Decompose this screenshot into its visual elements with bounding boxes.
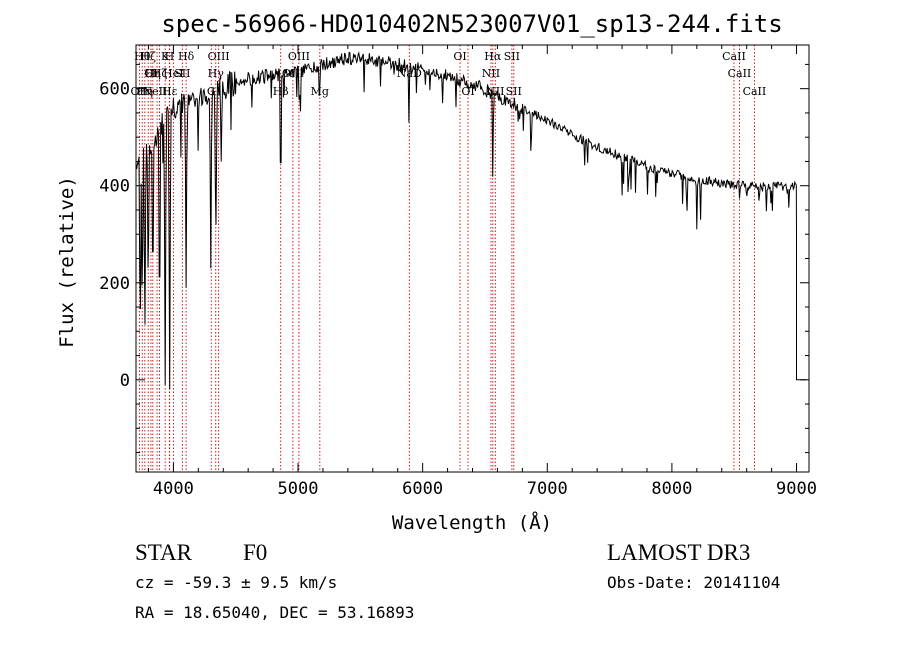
x-tick-label: 7000	[527, 479, 568, 499]
line-marker-label: SII	[174, 67, 190, 80]
line-marker-label: Hε	[162, 85, 178, 98]
object-subclass: F0	[243, 540, 267, 565]
line-marker-label: Hβ	[273, 85, 289, 98]
x-tick-label: 9000	[776, 479, 817, 499]
y-axis-label: Flux (relative)	[56, 176, 78, 348]
line-marker-label: Hθ	[134, 50, 151, 63]
obs-date: Obs-Date: 20141104	[607, 573, 780, 592]
line-marker-label: NII	[482, 67, 500, 80]
line-marker-label: SII	[504, 50, 520, 63]
line-marker-label: Hζ	[140, 50, 156, 63]
line-marker-label: G	[207, 85, 216, 98]
plot-frame	[135, 44, 810, 473]
x-axis-label: Wavelength (Å)	[392, 511, 552, 534]
line-marker-label: NeIII	[142, 85, 171, 98]
line-marker-label: H	[165, 50, 175, 63]
x-axis-ticks: 4000 5000 6000 7000 8000 9000	[147, 45, 817, 499]
y-axis-ticks: 0 200 400 600	[99, 63, 809, 454]
line-marker-label: OIII	[208, 50, 230, 63]
line-marker-label: CaII	[728, 67, 752, 80]
line-marker-label: CaII	[743, 85, 767, 98]
x-tick-label: 6000	[402, 479, 443, 499]
line-marker-label: OI	[453, 50, 466, 63]
y-tick-label: 400	[99, 177, 130, 197]
line-marker-label: HeI	[163, 67, 183, 80]
x-tick-label: 8000	[651, 479, 692, 499]
line-marker-label: Hδ	[178, 50, 195, 63]
coordinates: RA = 18.65040, DEC = 53.16893	[135, 603, 414, 622]
line-marker-label: CaII	[722, 50, 746, 63]
x-tick-label: 4000	[153, 479, 194, 499]
y-tick-label: 0	[120, 371, 130, 391]
spectrum-line	[135, 51, 807, 390]
x-tick-label: 5000	[278, 479, 319, 499]
line-marker-label: Hα	[484, 50, 502, 63]
line-marker-labels: OIIHθHηHζOIHηNeIIIHζKHHεHeISIIHδGHγOIIIH…	[131, 50, 767, 98]
y-tick-label: 200	[99, 274, 130, 294]
velocity-readout: cz = -59.3 ± 9.5 km/s	[135, 573, 337, 592]
line-marker-label: Hγ	[208, 67, 225, 80]
line-marker-label: OIII	[288, 50, 310, 63]
line-marker-label: OI	[461, 85, 474, 98]
line-marker-label: Hζ	[152, 67, 168, 80]
chart-title: spec-56966-HD010402N523007V01_sp13-244.f…	[161, 10, 782, 38]
survey-name: LAMOST DR3	[607, 540, 750, 565]
line-marker-label: Hη	[145, 67, 161, 80]
line-marker-label: OI	[144, 67, 157, 80]
line-marker-label: SII	[506, 85, 522, 98]
y-tick-label: 600	[99, 80, 130, 100]
object-class: STAR	[135, 540, 193, 565]
line-marker-label: K	[161, 50, 170, 63]
